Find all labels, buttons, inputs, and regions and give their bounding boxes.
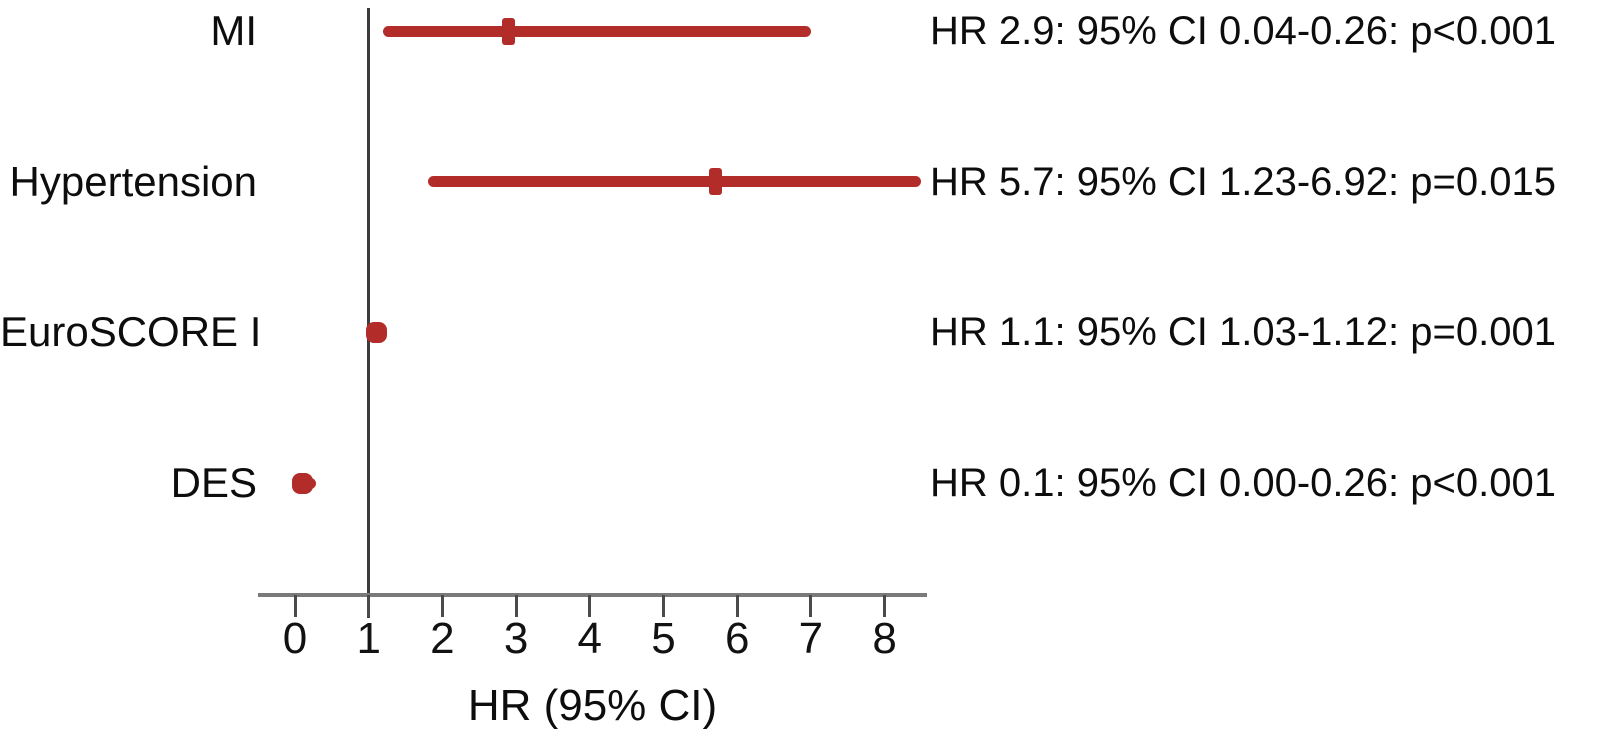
x-tick-label: 1: [356, 614, 381, 663]
x-tick-label: 6: [724, 614, 750, 663]
x-tick: [883, 595, 887, 617]
hr-point-marker: [708, 168, 722, 196]
ci-line: [427, 176, 922, 188]
row-annotation: HR 0.1: 95% CI 0.00-0.26: p<0.001: [930, 461, 1556, 506]
row-annotation: HR 1.1: 95% CI 1.03-1.12: p=0.001: [930, 310, 1556, 355]
x-tick: [809, 595, 813, 617]
x-tick: [367, 595, 371, 617]
x-tick: [588, 595, 592, 617]
row-label-hypertension: Hypertension: [9, 157, 257, 205]
x-tick-label: 0: [282, 614, 308, 663]
x-tick: [662, 595, 665, 617]
reference-line-hr1: [367, 8, 371, 618]
x-tick-label: 3: [503, 614, 529, 663]
row-annotation: HR 5.7: 95% CI 1.23-6.92: p=0.015: [930, 159, 1556, 204]
x-tick: [440, 595, 444, 617]
x-axis-title: HR (95% CI): [467, 681, 718, 730]
hr-point-marker: [365, 321, 387, 343]
row-label-euroscore-i: EuroSCORE I: [0, 308, 262, 356]
hr-point-marker: [502, 17, 516, 45]
hr-point-marker: [291, 472, 313, 494]
x-tick: [735, 595, 739, 617]
x-tick-label: 7: [798, 614, 824, 663]
row-label-mi: MI: [210, 7, 257, 54]
x-tick: [293, 595, 297, 617]
row-annotation: HR 2.9: 95% CI 0.04-0.26: p<0.001: [930, 9, 1556, 53]
x-tick-label: 5: [651, 614, 676, 663]
x-tick-label: 2: [430, 614, 455, 663]
ci-line: [383, 25, 811, 37]
row-label-des: DES: [170, 459, 257, 507]
x-axis-line: [258, 593, 927, 597]
x-tick-label: 8: [872, 614, 897, 663]
x-tick-label: 4: [577, 614, 603, 663]
x-tick: [514, 595, 518, 617]
